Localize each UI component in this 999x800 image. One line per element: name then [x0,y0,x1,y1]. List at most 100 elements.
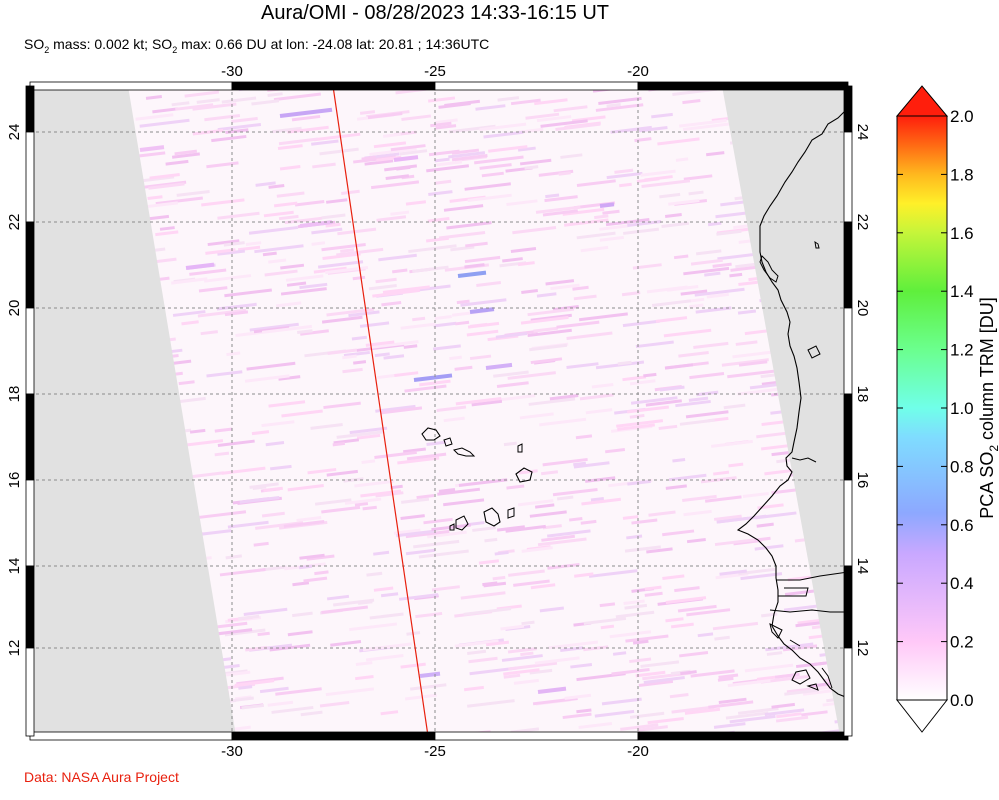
so2-streak [261,420,295,428]
so2-streak [573,461,610,469]
so2-streak [764,708,805,717]
so2-streak [321,213,346,220]
longitude-label: -25 [424,63,446,80]
so2-streak [400,662,426,669]
so2-streak [294,199,325,207]
so2-streak [501,654,543,662]
so2-streak [325,222,341,228]
so2-streak [454,365,473,371]
so2-streak [573,294,597,301]
so2-streak [718,697,747,704]
so2-streak [542,209,579,217]
so2-streak [280,287,327,296]
so2-streak [467,321,500,329]
so2-streak [383,354,405,360]
so2-streak [223,241,245,247]
so2-streak [622,375,647,382]
so2-streak [672,457,686,463]
so2-streak [271,705,314,714]
so2-streak [273,92,321,102]
so2-streak [519,412,554,420]
so2-streak [495,332,528,339]
so2-streak [754,544,784,551]
so2-streak [427,217,450,223]
so2-streak [396,165,411,171]
so2-streak [412,265,449,273]
so2-streak [725,711,769,720]
so2-streak [591,382,614,389]
so2-streak [728,462,744,468]
so2-streak [437,487,481,496]
so2-streak [566,331,613,340]
gambia-border [776,571,848,597]
so2-streak [433,321,457,328]
so2-streak [246,361,296,371]
so2-streak [252,485,267,491]
so2-streak [580,245,609,253]
so2-streak [547,529,591,538]
so2-streak [234,679,275,687]
so2-streak [325,266,369,275]
so2-streak [588,569,638,578]
frame-bar-left [25,307,35,395]
so2-streak [629,379,656,386]
so2-streak [321,605,368,615]
so2-streak [483,130,524,139]
so2-streak [255,181,276,187]
so2-streak [148,182,185,190]
so2-streak [361,155,376,161]
so2-streak [313,132,361,142]
so2-streak [530,313,572,322]
so2-streak [348,310,380,318]
so2-streak [679,650,709,658]
so2-streak [771,702,796,709]
frame-bar-left [25,221,35,309]
so2-streak [682,122,732,132]
so2-streak [669,692,689,699]
so2-streak [428,96,456,103]
so2-streak [684,707,721,715]
so2-streak [296,516,322,522]
so2-streak [325,198,348,204]
longitude-label: -20 [627,63,649,80]
so2-streak [500,624,525,631]
so2-streak [362,505,377,511]
so2-streak [594,214,609,220]
so2-streak [271,126,302,134]
so2-streak [513,579,550,587]
so2-streak [299,282,328,290]
colorbar-tick-label: 0.4 [950,574,974,593]
so2-streak [556,495,574,501]
so2-streak [562,712,592,720]
so2-streak [512,225,557,235]
so2-streak [261,324,313,334]
so2-streak [520,315,569,325]
so2-streak [405,200,427,206]
so2-streak [176,189,210,197]
so2-streak [291,114,321,122]
so2-streak [278,375,301,381]
so2-streak [579,393,614,401]
so2-streak [529,668,553,675]
so2-streak-high [485,362,513,370]
so2-streak [661,221,690,228]
so2-streak [599,224,629,231]
coastline-banc-arguin [759,255,779,283]
so2-streak [198,510,247,519]
so2-streak [664,212,682,218]
so2-streak [241,703,265,710]
frame-bar-left [25,647,35,737]
so2-streak [370,180,420,190]
so2-streak [373,550,390,556]
so2-streak [662,529,695,537]
frame-bar-top [231,81,436,91]
so2-streak [262,251,277,257]
so2-streak [226,351,241,357]
so2-streak [481,171,504,178]
so2-streak [416,493,435,500]
frame-bar-right [843,221,853,309]
so2-streak [612,651,627,656]
so2-streak [657,137,700,146]
so2-streak [264,269,298,277]
so2-streak [321,315,363,324]
